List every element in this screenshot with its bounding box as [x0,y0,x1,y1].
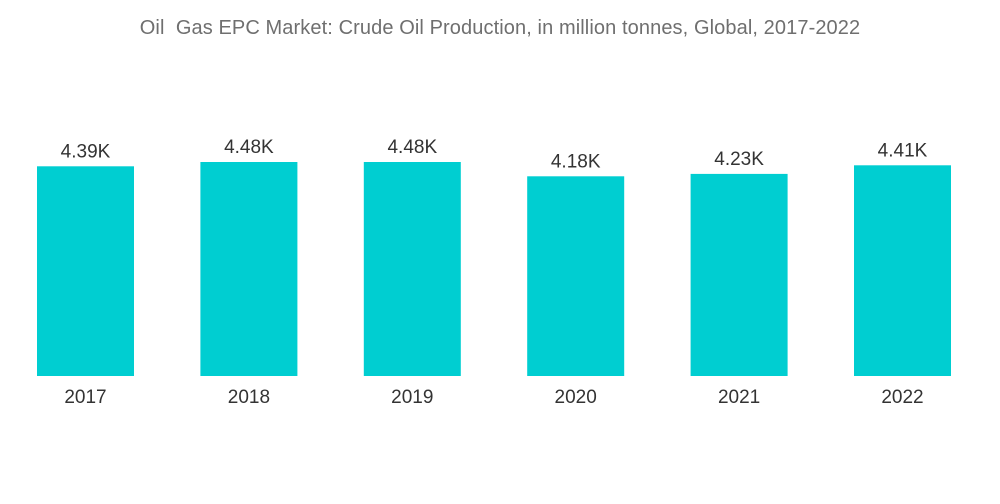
data-label-2018: 4.48K [224,137,274,158]
x-tick-label-2022: 2022 [881,387,923,408]
data-label-2022: 4.41K [878,140,928,161]
x-tick-label-2019: 2019 [391,387,433,408]
x-tick-label-2021: 2021 [718,387,760,408]
bar-2017 [37,166,134,376]
x-tick-label-2020: 2020 [555,387,597,408]
x-tick-label-2017: 2017 [64,387,106,408]
chart-title: Oil Gas EPC Market: Crude Oil Production… [139,17,861,39]
data-label-2020: 4.18K [551,151,601,172]
x-tick-label-2018: 2018 [228,387,270,408]
bar-2018 [200,162,298,376]
bar-2022 [854,165,951,376]
data-label-2017: 4.39K [61,141,111,162]
data-label-2021: 4.23K [714,149,764,170]
data-label-2019: 4.48K [387,137,437,158]
bar-2019 [363,162,461,376]
bar-2020 [527,176,625,376]
bar-2021 [690,173,788,376]
